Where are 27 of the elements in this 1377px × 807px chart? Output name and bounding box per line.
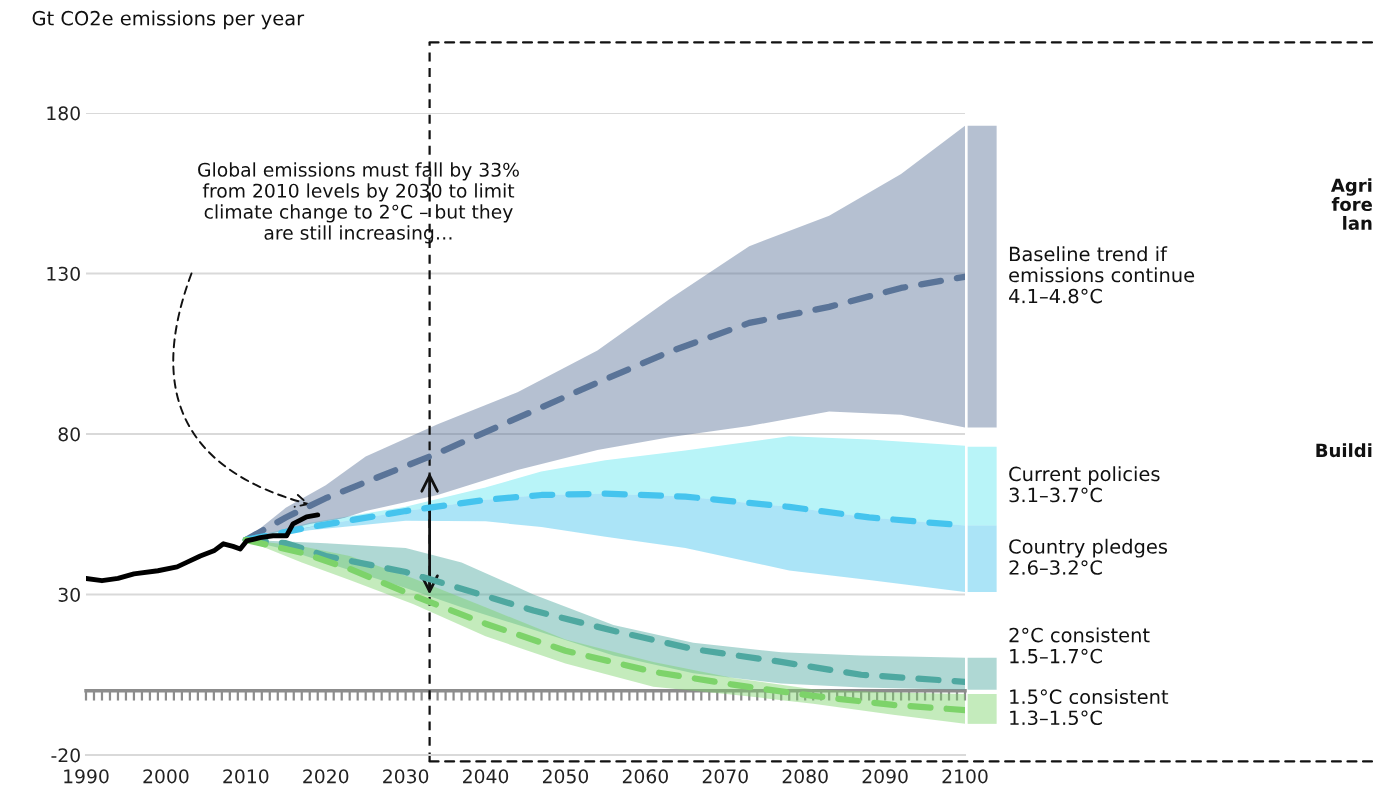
x-tick-label: 2000 — [143, 769, 189, 784]
x-tick-label: 2080 — [782, 769, 828, 784]
line-series — [86, 512, 321, 584]
x-tick-label: 2100 — [942, 769, 988, 784]
y-tick-label: 180 — [47, 106, 80, 121]
x-tick-label: 2040 — [463, 769, 509, 784]
x-tick-label: 2030 — [383, 769, 429, 784]
y-tick-label: 80 — [58, 427, 80, 442]
y-tick-label: 30 — [58, 587, 80, 602]
annotation: Global emissions must fall by 33% from 2010 levels by 2030 to limit climate change to 2°C – but they are still increasing… — [198, 162, 519, 244]
legend-label: 1.5°C consistent 1.3–1.5°C — [1010, 689, 1169, 726]
y-tick-label: 130 — [47, 266, 80, 281]
text: Agri fore lan — [1330, 178, 1372, 230]
text: Baseline trend if emissions continue 4.1–4.8°C — [1009, 246, 1195, 304]
x-tick-label: 2010 — [223, 769, 269, 784]
x-tick-label: 1990 — [64, 769, 109, 784]
y-tick-label: -20 — [51, 748, 80, 763]
x-tick-label: 2060 — [622, 769, 668, 784]
text: 2°C consistent 1.5–1.7°C — [1009, 627, 1150, 664]
x-tick-label: 2020 — [303, 769, 349, 784]
x-tick-label: 2090 — [862, 769, 908, 784]
text: Buildi — [1316, 443, 1372, 458]
x-tick-label: 2050 — [542, 769, 589, 784]
text: Country pledges 2.6–3.2°C — [1009, 538, 1168, 575]
y-axis-title: Gt CO2e emissions per year — [32, 10, 305, 30]
text: Current policies 3.1–3.7°C — [1009, 466, 1160, 503]
x-tick-label: 2070 — [702, 769, 748, 784]
